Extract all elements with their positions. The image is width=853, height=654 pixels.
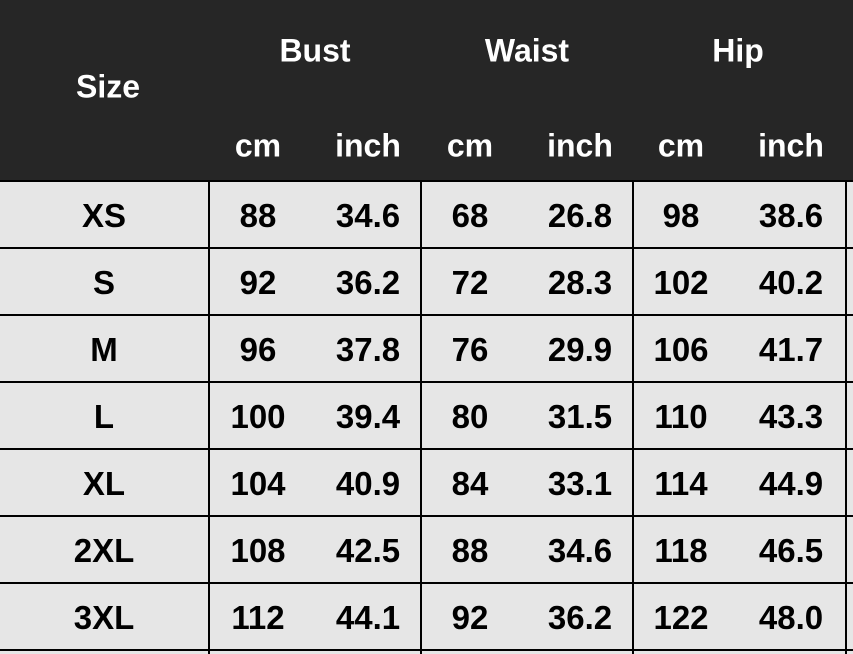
value-cell: 31.5 [547,398,613,435]
value-cell: 26.8 [547,197,613,234]
header-unit: inch [758,127,824,164]
value-cell: 28.3 [547,264,613,301]
value-cell: 36.2 [547,599,613,636]
column-divider [420,181,422,654]
value-cell: 98 [662,197,700,234]
header-size: Size [75,68,141,105]
size-cell: S [92,264,116,301]
size-cell: XS [81,197,127,234]
row-divider [0,381,853,383]
value-cell: 68 [451,197,489,234]
header-unit: cm [446,127,494,164]
header-unit: cm [657,127,705,164]
value-cell: 80 [451,398,489,435]
value-cell: 122 [653,599,709,636]
value-cell: 88 [239,197,277,234]
value-cell: 41.7 [758,331,824,368]
value-cell: 72 [451,264,489,301]
value-cell: 92 [239,264,277,301]
value-cell: 44.1 [335,599,401,636]
header-group-waist: Waist [484,32,570,69]
size-cell: M [90,331,118,368]
value-cell: 44.9 [758,465,824,502]
value-cell: 118 [654,532,708,569]
column-divider [208,181,210,654]
table-header [0,0,853,181]
header-unit: inch [335,127,401,164]
value-cell: 34.6 [335,197,401,234]
value-cell: 29.9 [547,331,613,368]
value-cell: 84 [451,465,489,502]
value-cell: 108 [230,532,286,569]
value-cell: 104 [230,465,286,502]
value-cell: 114 [654,465,708,502]
row-divider [0,582,853,584]
row-divider [0,448,853,450]
row-divider [0,515,853,517]
column-divider [845,181,847,654]
size-cell: L [93,398,115,435]
value-cell: 92 [451,599,489,636]
value-cell: 40.2 [758,264,824,301]
row-divider [0,247,853,249]
value-cell: 33.1 [547,465,613,502]
value-cell: 96 [239,331,277,368]
size-cell: 3XL [73,599,135,636]
value-cell: 110 [654,398,708,435]
row-divider [0,180,853,182]
size-cell: 2XL [73,532,135,569]
value-cell: 40.9 [335,465,401,502]
value-cell: 37.8 [335,331,401,368]
header-group-hip: Hip [712,32,764,69]
value-cell: 112 [231,599,285,636]
header-unit: cm [234,127,282,164]
row-divider [0,649,853,651]
value-cell: 39.4 [335,398,401,435]
value-cell: 34.6 [547,532,613,569]
row-divider [0,314,853,316]
value-cell: 46.5 [758,532,824,569]
value-cell: 38.6 [758,197,824,234]
size-cell: XL [82,465,126,502]
value-cell: 106 [653,331,709,368]
value-cell: 76 [451,331,489,368]
value-cell: 100 [230,398,286,435]
header-unit: inch [547,127,613,164]
value-cell: 88 [451,532,489,569]
value-cell: 42.5 [335,532,401,569]
column-divider [632,181,634,654]
header-group-bust: Bust [279,32,351,69]
value-cell: 43.3 [758,398,824,435]
value-cell: 36.2 [335,264,401,301]
value-cell: 48.0 [758,599,824,636]
value-cell: 102 [653,264,709,301]
